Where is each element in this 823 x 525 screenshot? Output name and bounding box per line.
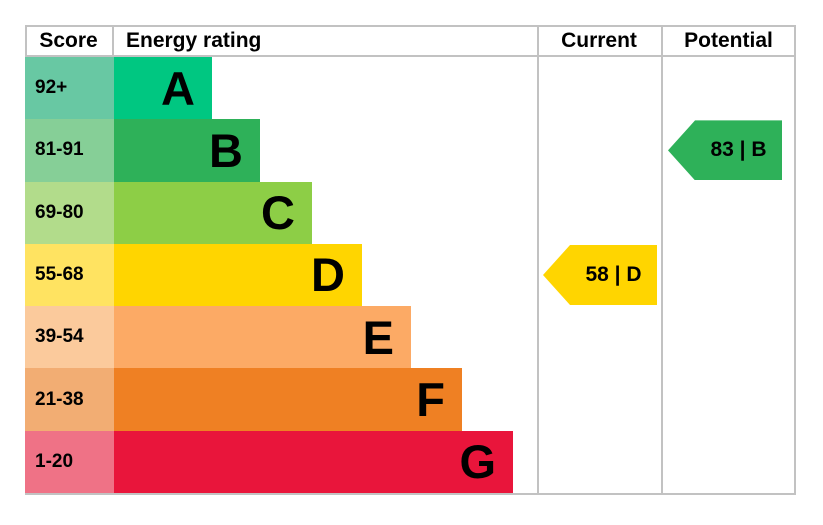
header-energy-rating: Energy rating: [126, 29, 262, 52]
score-cell: 55-68: [25, 243, 114, 307]
band-letter: C: [261, 186, 295, 240]
grid-line-header-bottom: [25, 55, 796, 57]
band-bar: C: [114, 181, 312, 244]
header-current: Current: [561, 29, 637, 52]
header-score: Score: [39, 29, 98, 52]
band-row-d: 55-68 D: [25, 243, 537, 307]
band-row-f: 21-38 F: [25, 368, 537, 431]
band-bar: G: [114, 430, 513, 493]
current-rating-arrow: 58 | D: [543, 245, 657, 305]
band-bar: A: [114, 57, 212, 120]
score-cell: 1-20: [25, 430, 114, 493]
potential-rating-label: 83 | B: [710, 138, 767, 162]
score-cell: 21-38: [25, 368, 114, 431]
band-letter: A: [161, 61, 195, 115]
epc-table: Score Energy rating Current Potential 92…: [25, 25, 796, 495]
grid-line-top: [25, 25, 796, 27]
score-range-label: 39-54: [35, 326, 84, 348]
band-row-b: 81-91 B: [25, 119, 537, 182]
band-bar: B: [114, 119, 260, 182]
band-letter: G: [459, 435, 496, 489]
score-range-label: 92+: [35, 77, 68, 99]
band-row-g: 1-20 G: [25, 430, 537, 493]
band-letter: B: [209, 123, 243, 177]
band-row-a: 92+ A: [25, 57, 537, 120]
score-range-label: 81-91: [35, 139, 84, 161]
score-range-label: 55-68: [35, 263, 84, 285]
score-range-label: 1-20: [35, 450, 74, 472]
band-letter: E: [362, 310, 394, 364]
potential-rating-arrow: 83 | B: [668, 120, 782, 181]
score-cell: 69-80: [25, 181, 114, 244]
band-letter: F: [416, 373, 445, 427]
grid-line-right: [794, 25, 796, 495]
score-cell: 92+: [25, 57, 114, 120]
band-bar: F: [114, 368, 462, 431]
score-cell: 39-54: [25, 306, 114, 369]
score-range-label: 21-38: [35, 388, 84, 410]
grid-line-score-divider: [112, 25, 114, 57]
band-row-c: 69-80 C: [25, 181, 537, 244]
grid-line-potential-divider: [661, 25, 663, 495]
grid-line-bottom: [25, 493, 796, 495]
score-range-label: 69-80: [35, 201, 84, 223]
current-rating-label: 58 | D: [585, 263, 642, 286]
grid-line-left: [25, 25, 27, 57]
band-bar: E: [114, 306, 411, 369]
band-row-e: 39-54 E: [25, 306, 537, 369]
score-cell: 81-91: [25, 119, 114, 182]
grid-line-current-divider: [537, 25, 539, 495]
header-potential: Potential: [684, 29, 773, 52]
band-letter: D: [311, 248, 345, 302]
band-bar: D: [114, 243, 362, 307]
